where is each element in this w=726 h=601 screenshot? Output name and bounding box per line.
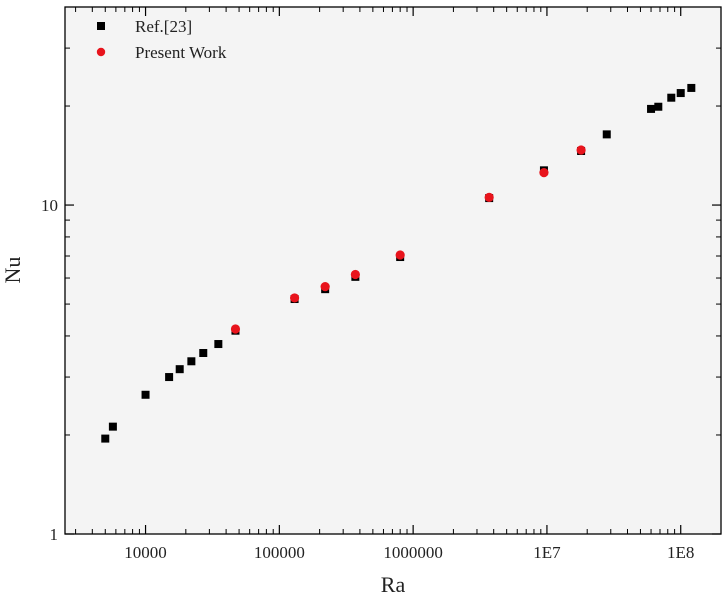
data-point-present-work (350, 269, 360, 280)
x-tick-label: 1E8 (667, 543, 694, 562)
data-point-ref23 (647, 104, 656, 113)
data-point-present-work (484, 192, 494, 202)
x-tick-label: 1000000 (383, 543, 443, 562)
data-point-present-work (230, 324, 241, 334)
tick-labels: 10000 100000 1000000 1E7 1E8 1 10 (41, 196, 694, 562)
legend-label-ref23: Ref.[23] (135, 17, 192, 36)
x-tick-label: 100000 (254, 543, 305, 562)
x-tick-label: 10000 (124, 543, 167, 562)
data-point-ref23 (687, 83, 696, 92)
minor-ticks (65, 6, 722, 534)
x-axis-label: Ra (381, 572, 406, 597)
data-point-ref23 (214, 340, 223, 349)
major-ticks (65, 7, 721, 535)
y-axis-label: Nu (0, 257, 25, 284)
data-markers (101, 83, 696, 443)
data-point-ref23 (667, 93, 676, 102)
data-point-ref23 (101, 434, 110, 443)
data-point-present-work (320, 282, 330, 292)
plot-background (65, 7, 721, 534)
data-point-present-work (395, 250, 405, 260)
legend-label-present-work: Present Work (135, 43, 227, 62)
data-point-ref23 (199, 349, 208, 358)
data-point-ref23 (187, 357, 196, 366)
legend-marker-present-work (96, 47, 106, 57)
legend: Ref.[23] Present Work (96, 17, 227, 62)
y-tick-label: 10 (41, 196, 58, 215)
data-point-ref23 (141, 390, 150, 399)
plot-frame (64, 6, 722, 535)
x-tick-label: 1E7 (533, 543, 561, 562)
data-point-ref23 (676, 89, 685, 98)
data-point-present-work (289, 293, 300, 303)
data-point-ref23 (165, 373, 174, 382)
legend-marker-ref23 (97, 22, 105, 30)
data-point-ref23 (108, 422, 117, 431)
data-point-present-work (576, 145, 586, 155)
data-point-present-work (539, 167, 549, 178)
data-point-ref23 (602, 130, 611, 139)
data-point-ref23 (175, 365, 184, 374)
data-point-ref23 (654, 102, 663, 111)
y-tick-label: 1 (50, 525, 59, 544)
